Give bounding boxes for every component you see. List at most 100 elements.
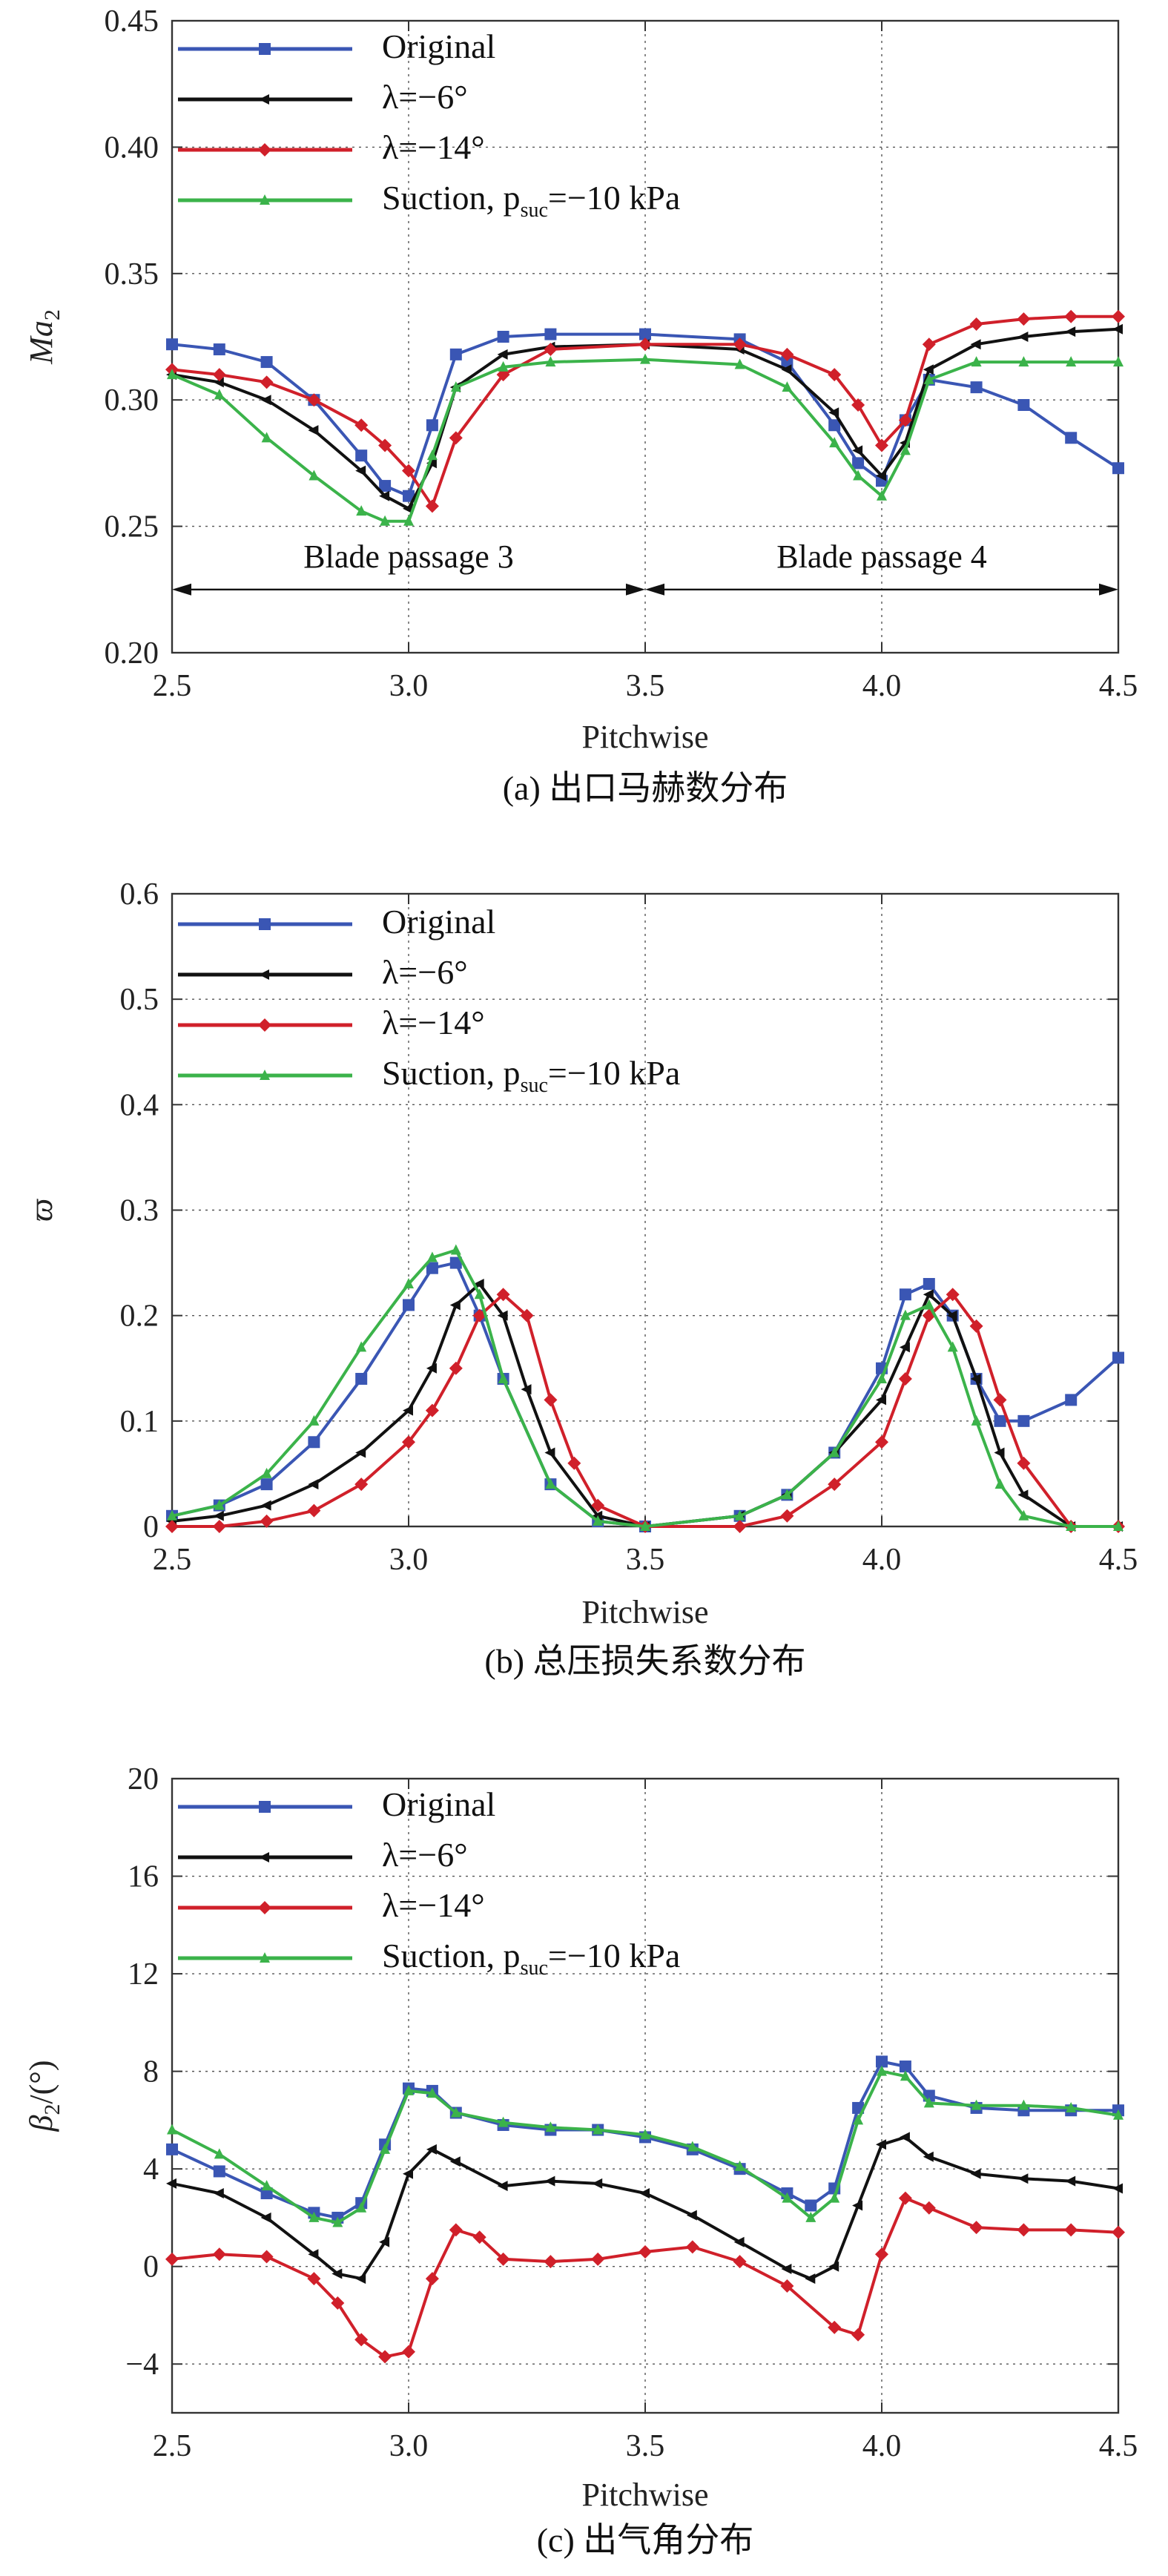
data-point-suction bbox=[1018, 356, 1029, 367]
data-point-lam14 bbox=[1064, 309, 1078, 323]
data-point-lam14 bbox=[922, 337, 936, 352]
legend-label-lam6: λ=−6° bbox=[382, 78, 468, 116]
data-point-lam14 bbox=[260, 1514, 274, 1528]
data-point-lam6 bbox=[592, 1510, 603, 1521]
data-point-suction bbox=[829, 2192, 840, 2203]
data-point-suction bbox=[261, 2180, 272, 2191]
figure-caption: (a) 出口马赫数分布 bbox=[503, 769, 788, 807]
x-tick-label: 3.0 bbox=[389, 1543, 429, 1577]
x-tick-label: 4.5 bbox=[1099, 1543, 1138, 1577]
data-point-lam6 bbox=[876, 470, 886, 481]
series-suction bbox=[167, 2065, 1124, 2227]
data-point-lam6 bbox=[426, 2144, 437, 2155]
figure-caption: (b) 总压损失系数分布 bbox=[484, 1642, 805, 1680]
data-point-lam6 bbox=[308, 425, 319, 436]
passage-4-arrow-head bbox=[645, 583, 664, 596]
data-point-suction bbox=[450, 381, 461, 392]
data-point-lam14 bbox=[472, 1308, 486, 1322]
data-point-suction bbox=[426, 2087, 438, 2098]
legend-item-lam6: λ=−6° bbox=[178, 953, 468, 991]
data-point-original bbox=[1112, 1351, 1124, 1364]
data-point-suction bbox=[640, 2129, 650, 2140]
data-point-lam14 bbox=[1112, 2225, 1125, 2239]
data-point-suction bbox=[380, 2143, 391, 2154]
data-point-lam14 bbox=[591, 2252, 605, 2266]
chart-panel-a: 2.5 3.0 3.5 4.0 4.5 0.20 0.25 0.30 0.35 0.40 0.45 P… bbox=[23, 4, 1138, 807]
data-point-original bbox=[1017, 399, 1030, 412]
data-point-suction bbox=[782, 381, 793, 392]
data-point-suction bbox=[403, 1278, 414, 1289]
data-point-lam14 bbox=[828, 368, 842, 382]
data-point-lam14 bbox=[993, 1393, 1007, 1407]
data-point-lam6 bbox=[260, 395, 271, 406]
data-point-lam6 bbox=[379, 2236, 390, 2247]
series-line-lam6 bbox=[171, 1282, 1118, 1528]
data-point-original bbox=[213, 343, 225, 356]
annotation-passage-3: Blade passage 3 bbox=[303, 538, 513, 575]
data-point-suction bbox=[923, 373, 934, 384]
annotation-passage-4: Blade passage 4 bbox=[776, 538, 986, 575]
data-point-suction bbox=[734, 1509, 745, 1521]
data-point-suction bbox=[356, 505, 367, 516]
y-axis-label-sub: 2 bbox=[40, 2104, 65, 2115]
data-point-lam14 bbox=[472, 2230, 486, 2244]
data-point-suction bbox=[805, 2211, 816, 2222]
data-point-lam14 bbox=[1112, 309, 1125, 323]
data-point-lam14 bbox=[851, 2328, 865, 2342]
data-point-original bbox=[260, 356, 273, 369]
data-point-suction bbox=[640, 1521, 650, 1531]
data-point-lam14 bbox=[378, 438, 392, 452]
data-point-suction bbox=[1066, 1521, 1077, 1531]
x-tick-label: 4.0 bbox=[862, 2429, 902, 2463]
data-point-suction bbox=[261, 432, 272, 443]
legend-marker-lam6 bbox=[259, 94, 269, 105]
data-point-lam6 bbox=[426, 1363, 437, 1374]
data-point-lam14 bbox=[969, 317, 983, 331]
data-point-original bbox=[426, 1262, 438, 1274]
data-point-suction bbox=[923, 2097, 934, 2108]
data-point-original bbox=[403, 490, 415, 502]
data-point-suction bbox=[640, 353, 650, 364]
y-axis-label: Ma2 bbox=[23, 309, 65, 365]
data-point-suction bbox=[971, 2099, 982, 2110]
x-tick-label: 3.5 bbox=[626, 2429, 665, 2463]
y-axis-label-main: ϖ bbox=[23, 1199, 59, 1222]
data-point-lam6 bbox=[970, 2168, 981, 2179]
x-tick-label: 3.0 bbox=[389, 2429, 429, 2463]
data-point-original bbox=[260, 1478, 273, 1491]
legend: Original λ=−6° λ=−14° Suction, psuc=−10 kPa bbox=[178, 903, 680, 1097]
data-point-original bbox=[544, 328, 557, 340]
x-tick-label: 2.5 bbox=[153, 1543, 192, 1577]
legend-item-lam6: λ=−6° bbox=[178, 78, 468, 116]
data-point-lam14 bbox=[212, 2247, 226, 2262]
data-point-lam6 bbox=[592, 2178, 603, 2189]
legend-label-suction-tail: =−10 kPa bbox=[548, 1054, 680, 1092]
data-point-lam14 bbox=[639, 337, 652, 352]
data-point-lam6 bbox=[308, 2249, 319, 2260]
data-point-suction bbox=[877, 1372, 887, 1383]
data-point-lam14 bbox=[425, 499, 439, 513]
data-point-lam14 bbox=[449, 1361, 463, 1375]
data-point-original bbox=[1112, 462, 1124, 475]
data-point-lam14 bbox=[780, 347, 794, 361]
legend-label-suction: Suction, psuc=−10 kPa bbox=[382, 1937, 680, 1980]
y-axis-label-sub: 2 bbox=[40, 309, 65, 320]
data-point-lam6 bbox=[639, 2188, 650, 2199]
data-point-original bbox=[923, 1278, 935, 1291]
x-tick-label: 2.5 bbox=[153, 2429, 192, 2463]
data-point-lam14 bbox=[307, 393, 321, 407]
data-point-original bbox=[781, 356, 793, 369]
y-tick-label: 4 bbox=[143, 2152, 159, 2187]
data-point-lam6 bbox=[544, 2175, 555, 2187]
y-tick-label: 0.30 bbox=[105, 383, 159, 418]
data-point-suction bbox=[309, 2211, 320, 2222]
data-point-lam6 bbox=[1112, 323, 1123, 335]
data-point-suction bbox=[167, 369, 177, 380]
legend-label-suction-main: Suction, p bbox=[382, 1937, 521, 1974]
data-point-lam6 bbox=[852, 2200, 863, 2211]
data-point-lam6 bbox=[781, 2263, 792, 2274]
data-point-lam6 bbox=[544, 1447, 555, 1458]
data-point-suction bbox=[545, 2121, 556, 2132]
data-point-suction bbox=[214, 1499, 225, 1510]
legend: Original λ=−6° λ=−14° Suction, psuc=−10 kPa bbox=[178, 1785, 680, 1980]
